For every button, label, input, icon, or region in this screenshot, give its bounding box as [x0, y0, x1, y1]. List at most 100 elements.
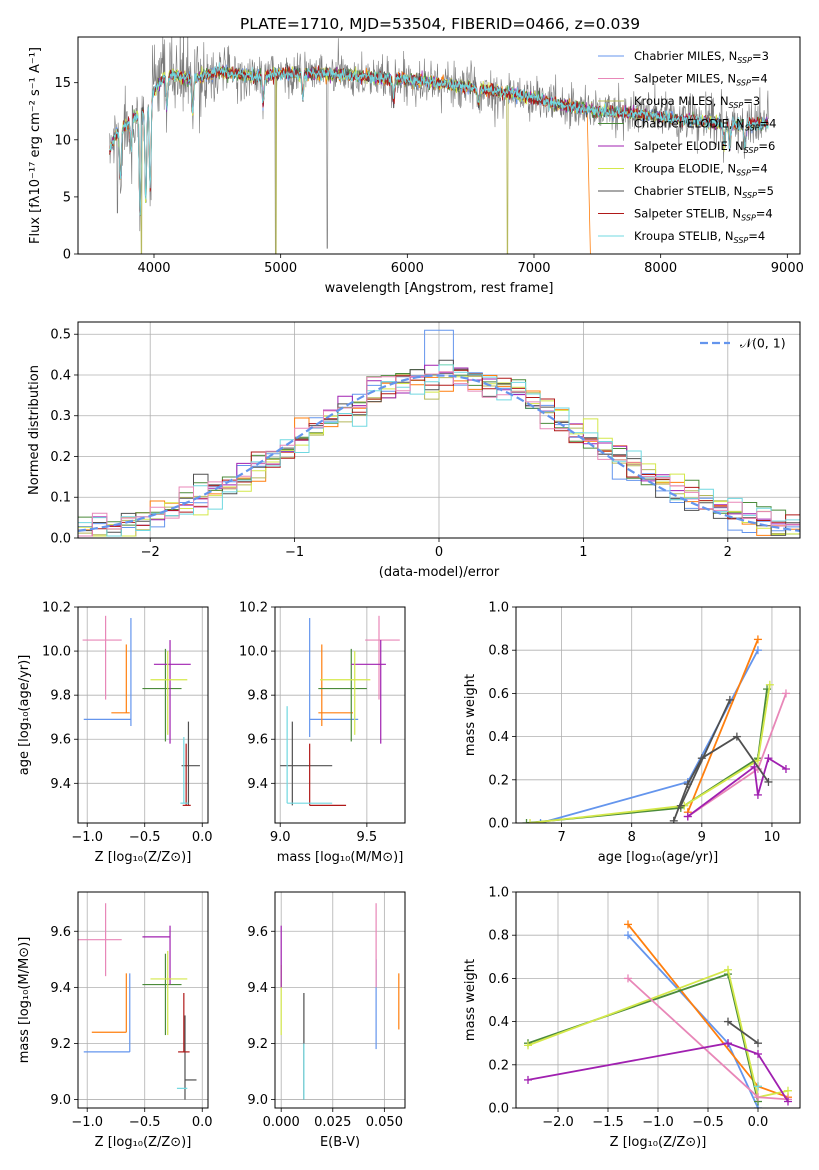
age_vs_mass-xtick-label: 9.0: [270, 830, 291, 845]
legend-tail: =4: [756, 207, 773, 221]
charts-container: 4000 5000 6000 7000 8000 9000051015wavelength…: [17, 36, 804, 1150]
legend-label: Chabrier STELIB, N: [634, 184, 742, 198]
weight_vs_age-ytick-label: 0.8: [488, 644, 509, 659]
mass_vs_Z-ylabel: mass [log₁₀(M/M⊙)]: [17, 937, 32, 1064]
spectrum-ytick-label: 10: [54, 133, 71, 148]
legend-sub: SSP: [734, 236, 749, 245]
weight_vs_Z-ytick-label: 0.8: [488, 929, 509, 944]
axes-frame: [274, 606, 406, 824]
weight_vs_Z-xtick-label: −1.5: [592, 1115, 624, 1130]
weight_vs_age-ytick-label: 1.0: [488, 601, 509, 616]
mass_vs_Z-ytick-label: 9.2: [50, 1037, 71, 1052]
age_vs_mass-xlabel: mass [log₁₀(M/M⊙)]: [277, 850, 404, 865]
age_vs_Z-ytick-label: 9.4: [50, 777, 71, 792]
mass_vs_Z-xtick-label: −0.5: [129, 1115, 161, 1130]
mass_vs_Z-xtick-label: −1.0: [71, 1115, 103, 1130]
mass_vs_ebv-xlabel: E(B-V): [320, 1135, 360, 1150]
age_vs_mass-ytick-label: 9.8: [247, 689, 268, 704]
spectrum-ytick-label: 0: [63, 248, 71, 263]
weight_vs_Z-ytick-label: 1.0: [488, 886, 509, 901]
mass_vs_ebv-xtick-label: 0.025: [314, 1115, 351, 1130]
axes-frame: [77, 606, 209, 824]
legend-label: Kroupa STELIB, N: [634, 229, 734, 243]
weight_vs_age-xtick-label: 8: [628, 830, 636, 845]
weight_vs_Z-ytick-label: 0.6: [488, 972, 509, 987]
weight_vs_Z-ytick-label: 0.4: [488, 1015, 509, 1030]
residuals-xtick-label: 1: [579, 545, 587, 560]
legend-label: Kroupa MILES, N: [634, 94, 729, 108]
legend-sub: SSP: [729, 101, 744, 110]
legend-tail: =4: [751, 162, 768, 176]
age_vs_mass-xtick-label: 9.5: [357, 830, 378, 845]
histogram-series-pink: [78, 371, 800, 538]
spectrum-ytick-label: 5: [63, 190, 71, 205]
legend-sub: SSP: [744, 146, 759, 155]
mass_vs_Z-xtick-label: 0.0: [192, 1115, 213, 1130]
weight_vs_age-xtick-label: 10: [764, 830, 781, 845]
age_vs_mass-ytick-label: 10.0: [239, 645, 268, 660]
mass_vs_Z-ytick-label: 9.0: [50, 1093, 71, 1108]
spectrum-xtick-label: 4000: [137, 261, 170, 276]
legend-sub: SSP: [737, 56, 752, 65]
residuals-panel: −2 −1 0 1 2 0.0 0.1 0.2 0.3 0.4 0.5 (data-model)/er…: [27, 321, 801, 580]
weight_vs_age-plot-area: [522, 635, 790, 823]
legend-sub: SSP: [741, 214, 756, 223]
axes-frame: [77, 36, 801, 255]
weight-line: [526, 688, 768, 823]
weight_vs_Z-xtick-label: −2.0: [542, 1115, 574, 1130]
mass_vs_ebv-ytick-label: 9.4: [247, 981, 268, 996]
mass_vs_Z-xlabel: Z [log₁₀(Z/Z⊙)]: [95, 1135, 192, 1150]
weight-line: [687, 756, 787, 818]
mass_vs_ebv-ytick-label: 9.2: [247, 1037, 268, 1052]
legend-sub: SSP: [742, 191, 757, 200]
histogram-series-chab_stelib: [78, 359, 800, 538]
weight_vs_Z-xlabel: Z [log₁₀(Z/Z⊙)]: [610, 1135, 707, 1150]
legend-entry: Chabrier STELIB, NSSP=5: [634, 184, 774, 200]
legend-label: Chabrier ELODIE, N: [634, 117, 745, 131]
mass_vs_Z-ytick-label: 9.6: [50, 925, 71, 940]
mass_vs_Z-panel: −1.0 −0.5 0.0 9.0 9.2 9.4 9.6 Z [log₁₀(Z/Z⊙)] ma…: [17, 891, 213, 1150]
mass_vs_ebv-plot-area: [280, 903, 400, 1100]
spectrum-xtick-label: 9000: [771, 261, 804, 276]
age_vs_mass-ytick-label: 9.4: [247, 777, 268, 792]
legend-label: Chabrier MILES, N: [634, 49, 737, 63]
weight_vs_Z-ytick-label: 0.0: [488, 1102, 509, 1117]
weight_vs_Z-xtick-label: −0.5: [692, 1115, 724, 1130]
age_vs_mass-panel: 9.0 9.5 9.4 9.6 9.8 10.0 10.2 mass [log₁₀(M/M⊙)…: [239, 601, 406, 865]
legend-gaussian-label: 𝒩(0, 1): [740, 336, 786, 351]
age_vs_Z-ylabel: age [log₁₀(age/yr)]: [17, 655, 32, 776]
axes-frame: [77, 891, 209, 1109]
mass_vs_ebv-ytick-label: 9.0: [247, 1093, 268, 1108]
legend-sub: SSP: [736, 79, 751, 88]
legend-entry: Salpeter STELIB, NSSP=4: [634, 207, 773, 223]
axes-frame: [274, 891, 406, 1109]
weight-line: [686, 639, 759, 813]
spectrum-model-salp_stelib: [109, 65, 769, 213]
axes-frame: [77, 321, 801, 539]
residuals-xtick-label: −2: [141, 545, 160, 560]
legend-sub: SSP: [736, 169, 751, 178]
legend-tail: =6: [758, 139, 775, 153]
legend-entry: Salpeter ELODIE, NSSP=6: [634, 139, 775, 155]
legend-entry: Salpeter MILES, NSSP=4: [634, 72, 768, 88]
mass_vs_Z-plot-area: [78, 903, 197, 1100]
age_vs_mass-plot-area: [280, 615, 400, 806]
spectrum-xtick-label: 8000: [644, 261, 677, 276]
mass_vs_ebv-xtick-label: 0.000: [263, 1115, 300, 1130]
weight_vs_Z-ytick-label: 0.2: [488, 1058, 509, 1073]
legend-entry: Kroupa STELIB, NSSP=4: [634, 229, 765, 245]
legend-entry: Kroupa MILES, NSSP=3: [634, 94, 760, 110]
legend-tail: =3: [752, 49, 769, 63]
legend-tail: =5: [757, 184, 774, 198]
legend-tail: =3: [743, 94, 760, 108]
weight_vs_age-panel: 7 8 9 10 0.0 0.2 0.4 0.6 0.8 1.0 age [log₁₀(age/yr…: [463, 601, 801, 865]
residuals-xtick-label: −1: [285, 545, 304, 560]
weight_vs_age-ylabel: mass weight: [463, 674, 478, 756]
age_vs_Z-xlabel: Z [log₁₀(Z/Z⊙)]: [95, 850, 192, 865]
spectrum-model-krou_stelib: [109, 62, 769, 216]
residuals-xtick-label: 0: [435, 545, 443, 560]
residuals-ytick-label: 0.2: [50, 450, 71, 465]
legend-entry: Kroupa ELODIE, NSSP=4: [634, 162, 768, 178]
